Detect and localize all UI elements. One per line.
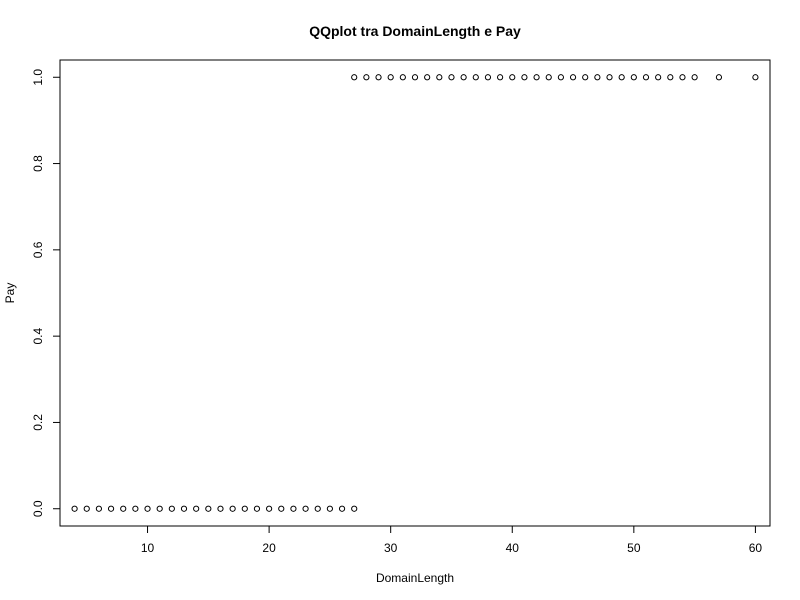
y-tick-label: 1.0: [31, 69, 45, 86]
data-point: [618, 74, 625, 81]
data-point: [193, 505, 200, 512]
data-point: [205, 505, 212, 512]
y-tick-label: 0.8: [31, 155, 45, 172]
data-point: [642, 74, 650, 81]
data-point: [436, 74, 443, 81]
data-point: [363, 74, 370, 81]
x-axis-label: DomainLength: [376, 571, 454, 585]
data-point: [217, 505, 224, 512]
data-point: [606, 74, 613, 81]
data-point: [715, 74, 723, 81]
data-point: [569, 74, 577, 81]
data-point: [557, 74, 564, 81]
x-tick-label: 20: [262, 541, 276, 555]
data-point: [302, 505, 309, 512]
data-point: [71, 505, 78, 512]
data-point: [521, 74, 528, 81]
y-tick-label: 0.4: [31, 327, 45, 344]
data-point: [533, 74, 540, 81]
chart-title: QQplot tra DomainLength e Pay: [309, 23, 521, 39]
data-point: [351, 74, 358, 81]
data-point: [691, 74, 698, 81]
data-point: [630, 74, 637, 81]
data-point: [144, 505, 151, 512]
data-point: [509, 74, 516, 81]
x-tick-label: 30: [384, 541, 398, 555]
data-point: [424, 74, 431, 81]
data-point: [351, 505, 358, 512]
data-point: [290, 505, 297, 512]
data-point: [411, 74, 419, 81]
data-point: [752, 74, 759, 81]
data-point: [266, 505, 273, 512]
y-axis-label: Pay: [3, 283, 17, 304]
x-tick-label: 50: [627, 541, 641, 555]
data-point: [448, 74, 455, 81]
x-axis: 10 20 30 40 50 60: [141, 525, 763, 555]
data-points: [71, 74, 759, 512]
data-point: [241, 505, 248, 512]
data-point: [667, 74, 674, 81]
data-point: [484, 74, 492, 81]
data-point: [679, 74, 686, 81]
y-tick-label: 0.2: [31, 414, 45, 431]
data-point: [180, 505, 188, 512]
y-tick-label: 0.6: [31, 241, 45, 258]
data-point: [278, 505, 285, 512]
data-point: [229, 505, 236, 512]
data-point: [594, 74, 601, 81]
data-point: [253, 505, 261, 512]
data-point: [107, 505, 115, 512]
data-point: [472, 74, 479, 81]
data-point: [83, 505, 90, 512]
data-point: [132, 505, 139, 512]
x-tick-label: 40: [506, 541, 520, 555]
data-point: [314, 505, 321, 512]
y-tick-label: 0.0: [31, 500, 45, 517]
data-point: [399, 74, 406, 81]
plot-area-border: [59, 59, 771, 527]
data-point: [95, 505, 103, 512]
data-point: [582, 74, 589, 81]
data-point: [326, 505, 333, 512]
x-tick-label: 60: [749, 541, 763, 555]
data-point: [168, 505, 175, 512]
data-point: [497, 74, 504, 81]
data-point: [545, 74, 552, 81]
data-point: [655, 74, 662, 81]
data-point: [387, 74, 394, 81]
data-point: [375, 74, 382, 81]
data-point: [338, 505, 346, 512]
data-point: [120, 505, 127, 512]
data-point: [460, 74, 467, 81]
x-tick-label: 10: [141, 541, 155, 555]
data-point: [156, 505, 163, 512]
y-axis: 0.0 0.2 0.4 0.6 0.8 1.0: [31, 69, 61, 517]
